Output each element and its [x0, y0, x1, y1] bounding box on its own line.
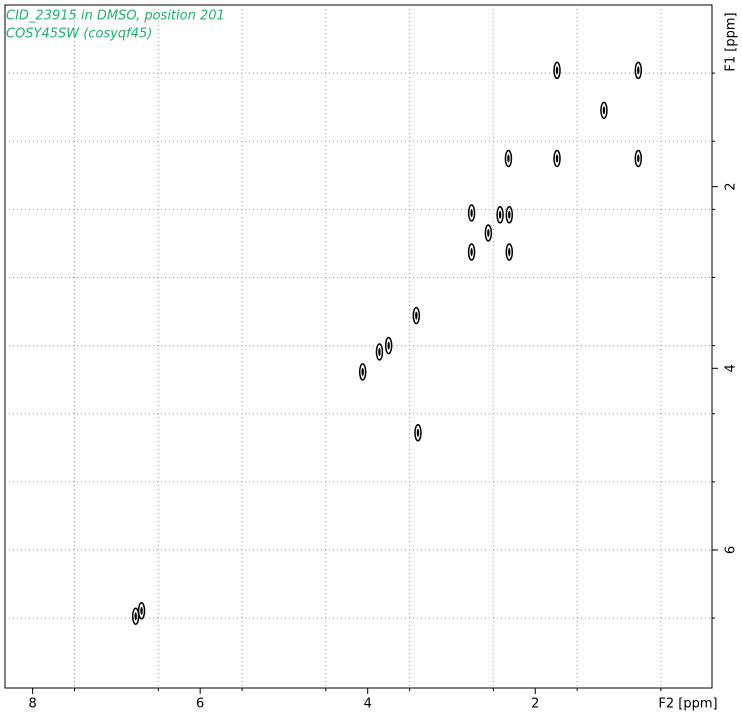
peak-core — [387, 341, 390, 350]
peak-core — [134, 612, 137, 621]
x-tick-label: 6 — [196, 697, 204, 712]
peak-core — [470, 208, 473, 217]
peak-contour — [553, 149, 561, 168]
peak-core — [602, 106, 606, 115]
peak-core — [507, 154, 510, 163]
x-tick-label: 2 — [531, 697, 539, 712]
peak-contour — [358, 363, 367, 381]
peak-core — [637, 154, 640, 163]
peak-contour — [414, 424, 422, 442]
peak-core — [416, 428, 420, 437]
peak-contour — [634, 149, 643, 168]
plot-frame — [4, 4, 713, 689]
peak-core — [555, 66, 559, 75]
peak-core — [637, 66, 640, 75]
peak-contour — [467, 204, 476, 222]
y-tick-label: 4 — [724, 364, 739, 372]
peak-core — [361, 367, 364, 376]
peak-core — [378, 347, 381, 356]
x-tick-label: 8 — [29, 697, 37, 712]
peak-contour — [553, 61, 561, 80]
peak-contour — [505, 243, 514, 261]
peak-contour — [504, 149, 513, 168]
x-tick-label: 4 — [364, 697, 372, 712]
x-axis-label: F2 [ppm] — [658, 697, 717, 712]
peak-contour — [634, 61, 643, 80]
y-tick-label: 2 — [724, 183, 739, 191]
chart-subtitle: COSY45SW (cosyqf45) — [6, 27, 152, 42]
peak-contour — [505, 206, 514, 224]
peak-core — [487, 228, 490, 237]
y-axis-label: F1 [ppm] — [724, 12, 739, 71]
peak-contour — [600, 101, 608, 120]
peak-contour — [384, 336, 393, 355]
peak-contour — [496, 206, 504, 224]
peak-core — [555, 154, 559, 163]
y-tick-label: 6 — [724, 546, 739, 554]
peak-core — [470, 248, 473, 257]
peak-contour — [484, 224, 493, 242]
chart-title: CID_23915 in DMSO, position 201 — [6, 9, 225, 24]
peak-contour — [375, 343, 384, 361]
peak-core — [415, 311, 418, 320]
peak-core — [498, 210, 502, 219]
peak-contour — [131, 607, 140, 625]
peak-contour — [467, 243, 476, 261]
peak-core — [508, 210, 511, 219]
peak-core — [508, 248, 511, 257]
peak-contour — [412, 306, 421, 325]
peak-core — [140, 606, 143, 615]
